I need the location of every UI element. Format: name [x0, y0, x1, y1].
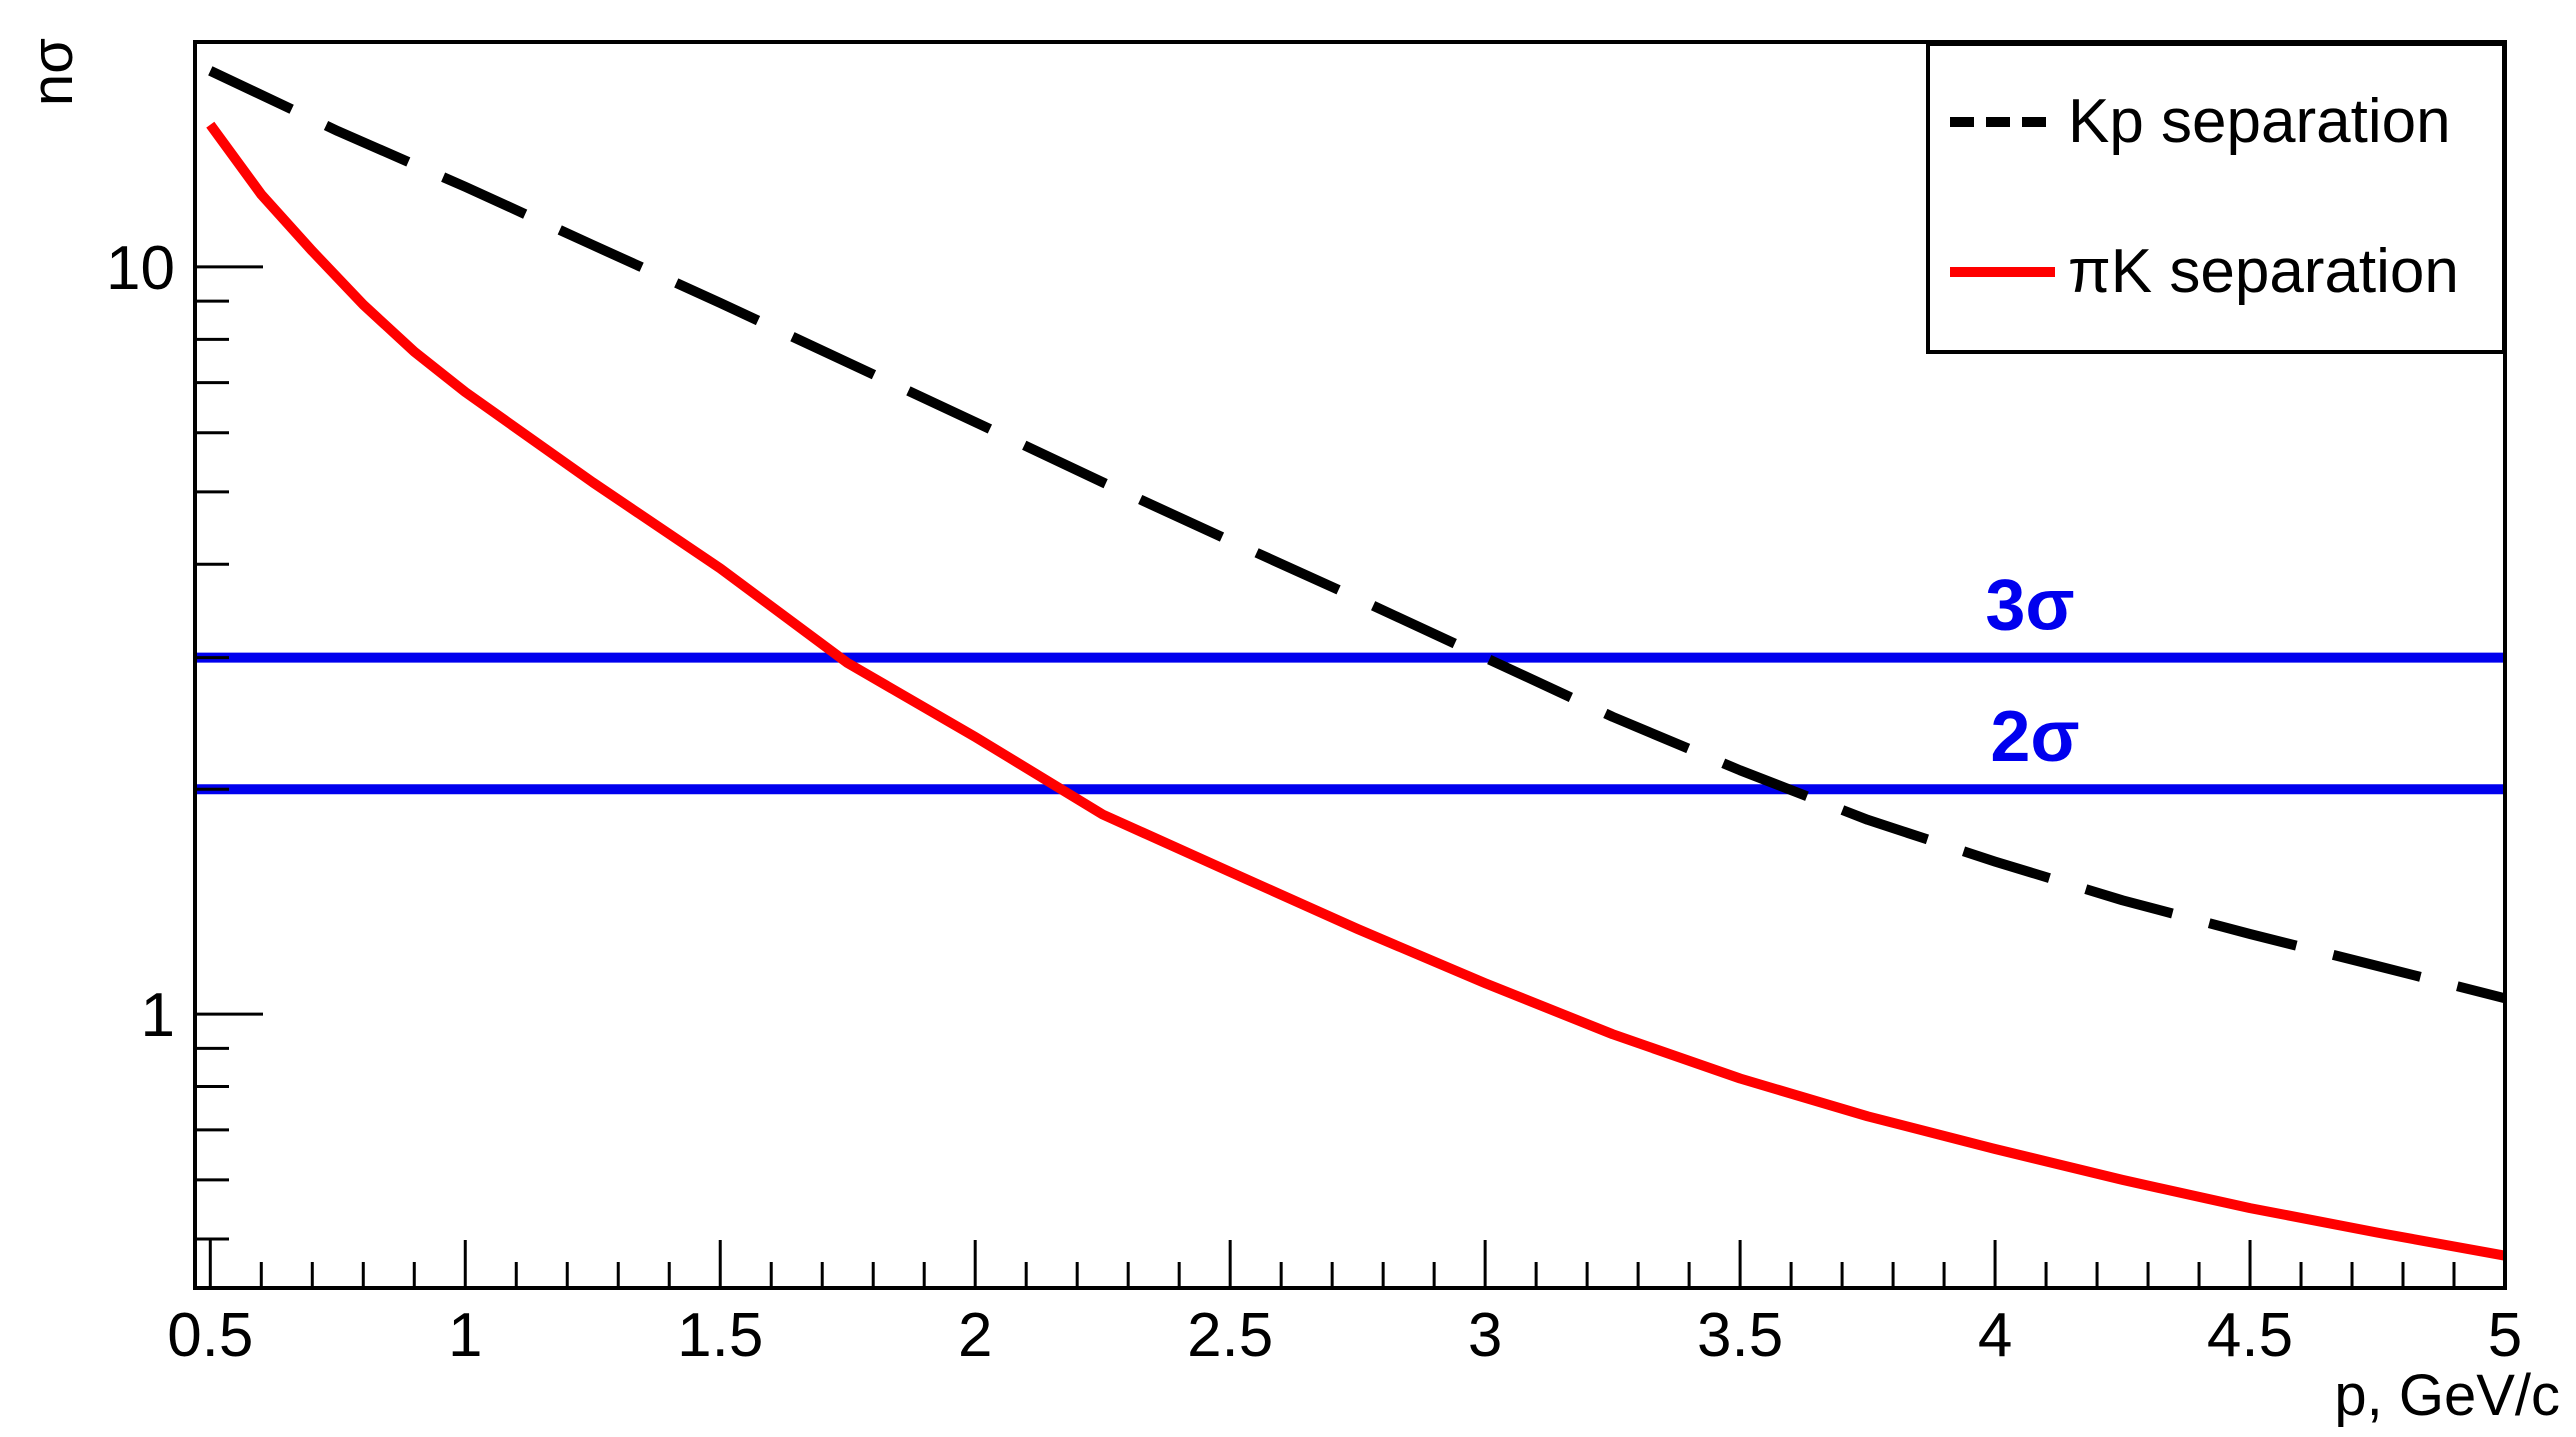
- series-line-pik: [206, 121, 2506, 1261]
- reference-lines: 3σ 2σ: [195, 566, 2505, 795]
- x-axis-label: p, GeV/c: [2334, 1363, 2560, 1428]
- y-tick-label: 10: [106, 234, 175, 303]
- legend-label-pik: πK separation: [2068, 237, 2459, 306]
- x-tick-label: 2.5: [1187, 1301, 1273, 1370]
- x-axis: 0.5 1 1.5 2 2.5 3 3.5 4 4.5 5: [167, 1240, 2522, 1370]
- x-tick-label: 1.5: [677, 1301, 763, 1370]
- x-tick-label: 2: [958, 1301, 992, 1370]
- x-tick-label: 0.5: [167, 1301, 253, 1370]
- reference-label: 2σ: [1990, 697, 2079, 777]
- x-tick-label: 4: [1978, 1301, 2012, 1370]
- y-axis: 1 10: [106, 40, 263, 1241]
- reference-label: 3σ: [1985, 566, 2074, 646]
- x-tick-label: 3: [1468, 1301, 1502, 1370]
- series-layer: [206, 66, 2507, 1261]
- y-axis-label: nσ: [20, 38, 85, 106]
- legend-box: [1926, 42, 2506, 354]
- plot-frame: [193, 40, 2507, 1290]
- series-line-kp: [208, 66, 2507, 1004]
- legend-label-kp: Kp separation: [2068, 87, 2451, 156]
- x-tick-label: 5: [2488, 1301, 2522, 1370]
- x-tick-label: 1: [448, 1301, 482, 1370]
- y-tick-label: 1: [141, 981, 175, 1050]
- x-tick-label: 4.5: [2207, 1301, 2293, 1370]
- x-tick-label: 3.5: [1697, 1301, 1783, 1370]
- legend: Kp separation πK separation: [1926, 42, 2506, 354]
